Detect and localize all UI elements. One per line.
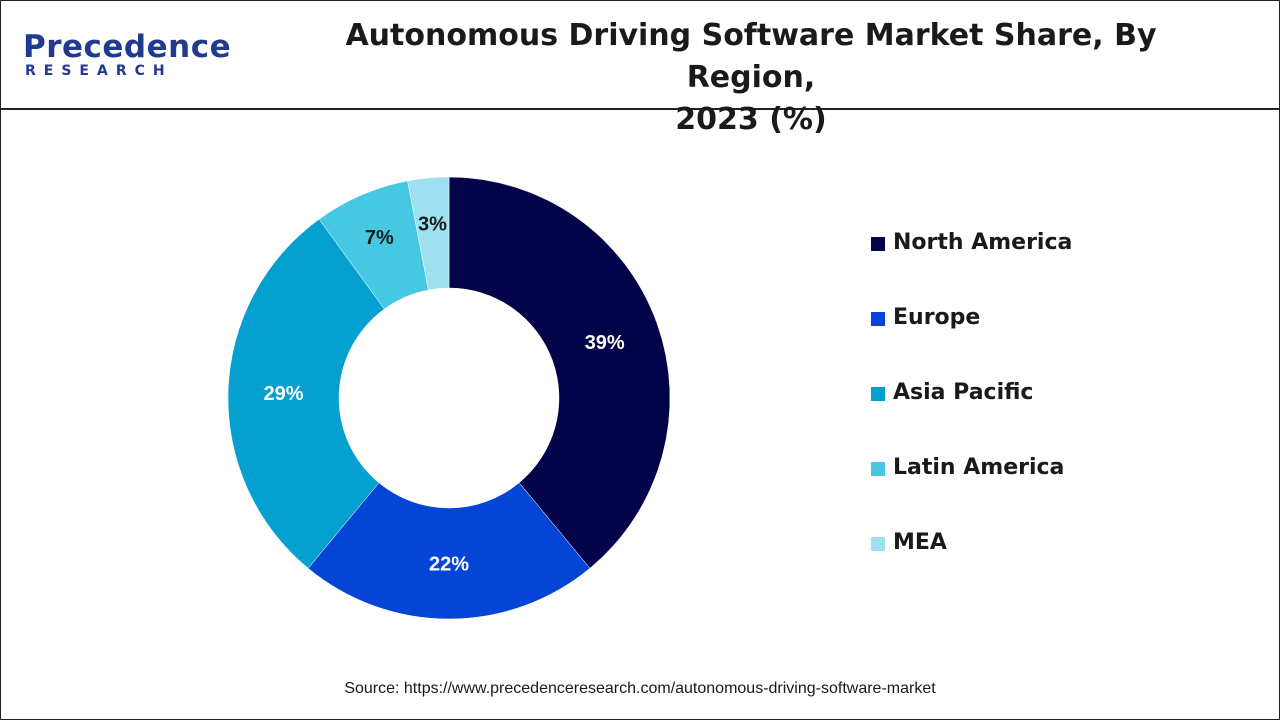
legend-swatch: [871, 462, 885, 476]
data-label-europe: 22%: [429, 554, 469, 576]
logo-sub-text: RESEARCH: [25, 63, 173, 79]
legend-label: Europe: [893, 305, 981, 330]
legend-swatch: [871, 312, 885, 326]
logo-main-text: Precedence: [23, 29, 232, 65]
legend-label: MEA: [893, 530, 947, 555]
legend-item-mea: MEA: [871, 530, 1231, 605]
chart-area: 39% 22% 29% 7% 3% North America Europe Asia Pa…: [1, 110, 1279, 670]
legend-swatch: [871, 537, 885, 551]
data-label-mea: 3%: [418, 213, 447, 235]
legend-swatch: [871, 387, 885, 401]
brand-logo: Precedence RESEARCH: [23, 29, 231, 84]
legend-item-europe: Europe: [871, 305, 1231, 380]
legend: North America Europe Asia Pacific Latin Ame…: [871, 230, 1231, 605]
slice-north-america: [448, 176, 671, 569]
legend-item-asia-pacific: Asia Pacific: [871, 380, 1231, 455]
chart-title-line-1: Autonomous Driving Software Market Share…: [345, 18, 1157, 95]
header: Precedence RESEARCH Autonomous Driving S…: [1, 1, 1279, 137]
legend-item-north-america: North America: [871, 230, 1231, 305]
legend-label: North America: [893, 230, 1073, 255]
slice-mea: [407, 176, 450, 291]
slice-asia-pacific: [227, 218, 385, 569]
legend-label: Asia Pacific: [893, 380, 1034, 405]
legend-label: Latin America: [893, 455, 1065, 480]
data-label-asia-pacific: 29%: [264, 383, 304, 405]
slice-europe: [307, 482, 591, 620]
data-label-latin-america: 7%: [365, 227, 394, 249]
legend-swatch: [871, 237, 885, 251]
data-label-north-america: 39%: [585, 332, 625, 354]
chart-title: Autonomous Driving Software Market Share…: [281, 15, 1221, 141]
source-note: Source: https://www.precedenceresearch.c…: [344, 680, 936, 697]
donut-chart: 39% 22% 29% 7% 3%: [227, 176, 671, 620]
legend-item-latin-america: Latin America: [871, 455, 1231, 530]
chart-title-line-2: 2023 (%): [675, 102, 827, 137]
